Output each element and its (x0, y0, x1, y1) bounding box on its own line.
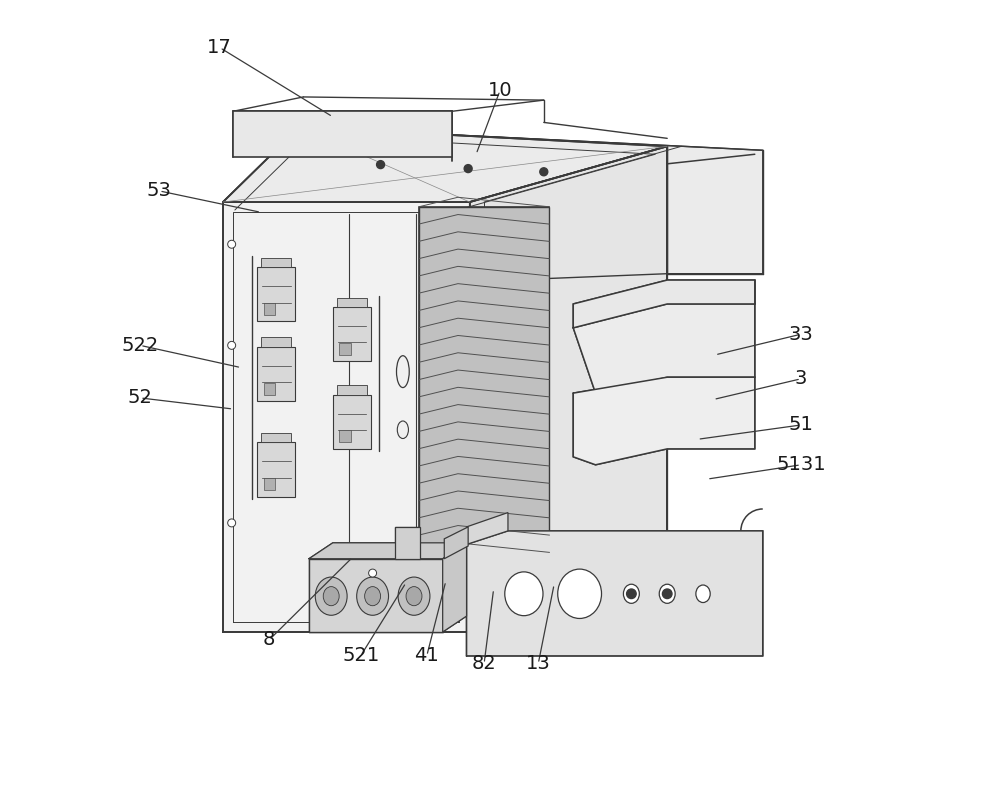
Text: 52: 52 (128, 388, 153, 407)
Bar (257, 443, 295, 497)
Ellipse shape (696, 585, 710, 602)
Ellipse shape (623, 584, 639, 603)
Bar (337, 297, 367, 307)
Polygon shape (309, 543, 467, 559)
Polygon shape (467, 513, 508, 544)
Polygon shape (573, 304, 755, 393)
Circle shape (369, 569, 377, 577)
Text: 17: 17 (207, 38, 232, 57)
Circle shape (627, 589, 636, 598)
Polygon shape (223, 127, 763, 282)
Polygon shape (395, 527, 420, 559)
Text: 521: 521 (342, 646, 379, 666)
Bar (339, 431, 351, 443)
Circle shape (464, 165, 472, 173)
Polygon shape (470, 146, 667, 632)
Bar (333, 395, 371, 449)
Bar (264, 383, 275, 395)
Text: 522: 522 (121, 336, 159, 355)
Ellipse shape (323, 586, 339, 606)
Bar (257, 347, 295, 401)
Polygon shape (573, 377, 755, 465)
Circle shape (228, 519, 236, 527)
Circle shape (662, 589, 672, 598)
Ellipse shape (406, 586, 422, 606)
Polygon shape (443, 543, 467, 632)
Bar (419, 207, 549, 552)
Ellipse shape (558, 569, 602, 618)
Polygon shape (467, 531, 763, 656)
Circle shape (228, 341, 236, 349)
Bar (333, 307, 371, 361)
Ellipse shape (315, 577, 347, 615)
Polygon shape (223, 127, 667, 202)
Bar (257, 268, 295, 321)
Bar (264, 478, 275, 490)
Bar (261, 337, 291, 347)
Text: 13: 13 (526, 654, 551, 674)
Bar (339, 343, 351, 355)
Text: 8: 8 (263, 630, 275, 650)
Circle shape (377, 161, 385, 169)
Ellipse shape (398, 577, 430, 615)
Ellipse shape (397, 421, 408, 439)
Text: 41: 41 (414, 646, 439, 666)
Circle shape (540, 168, 548, 176)
Polygon shape (309, 559, 443, 632)
Text: 33: 33 (789, 324, 813, 344)
Text: 82: 82 (472, 654, 496, 674)
Polygon shape (233, 111, 452, 157)
Bar (261, 433, 291, 443)
Ellipse shape (365, 586, 381, 606)
Ellipse shape (659, 584, 675, 603)
Text: 10: 10 (488, 81, 512, 100)
Polygon shape (444, 527, 468, 559)
Ellipse shape (505, 572, 543, 616)
Bar (261, 258, 291, 268)
Polygon shape (223, 202, 470, 632)
Text: 53: 53 (147, 181, 172, 201)
Ellipse shape (396, 356, 409, 388)
Circle shape (228, 240, 236, 248)
Polygon shape (573, 280, 755, 328)
Text: 3: 3 (795, 369, 807, 388)
Text: 5131: 5131 (776, 455, 826, 475)
Text: 51: 51 (789, 415, 813, 435)
Ellipse shape (357, 577, 389, 615)
Bar (337, 385, 367, 395)
Bar (264, 303, 275, 315)
